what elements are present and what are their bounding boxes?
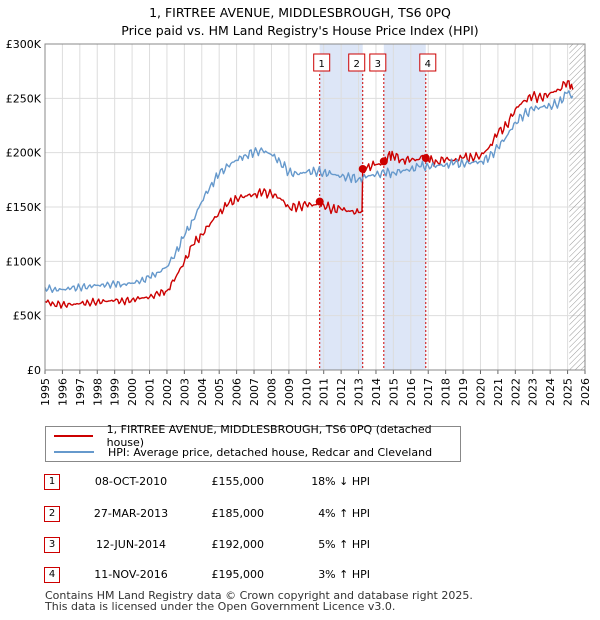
x-tick-label: 2023 (527, 378, 540, 406)
sale-row: 4 11-NOV-2016 £195,000 3% ↑ HPI (0, 567, 600, 587)
x-tick-label: 2014 (370, 378, 383, 406)
sale-hpi-diff: 3% ↑ HPI (318, 568, 370, 581)
y-tick-label: £100K (6, 255, 42, 268)
x-tick-label: 2013 (353, 378, 366, 406)
x-tick-label: 2002 (161, 378, 174, 406)
sale-number-label: 4 (425, 59, 431, 70)
x-tick-label: 1996 (56, 378, 69, 406)
x-tick-label: 2001 (144, 378, 157, 406)
x-tick-label: 2010 (300, 378, 313, 406)
footer-line-2: This data is licensed under the Open Gov… (45, 600, 396, 613)
x-tick-label: 2005 (213, 378, 226, 406)
x-tick-label: 2008 (265, 378, 278, 406)
plot-frame (44, 43, 586, 371)
y-tick-label: £300K (6, 38, 42, 51)
sale-point (358, 164, 367, 173)
sale-number-badge: 4 (44, 567, 60, 583)
title-line-1: 1, FIRTREE AVENUE, MIDDLESBROUGH, TS6 0P… (149, 5, 451, 20)
x-tick-label: 2022 (509, 378, 522, 406)
property-price-line (44, 80, 574, 309)
chart-title: 1, FIRTREE AVENUE, MIDDLESBROUGH, TS6 0P… (0, 4, 600, 40)
sale-row: 3 12-JUN-2014 £192,000 5% ↑ HPI (0, 537, 600, 557)
x-tick-label: 2007 (248, 378, 261, 406)
x-tick-label: 2011 (318, 378, 331, 406)
sale-date: 11-NOV-2016 (94, 568, 168, 581)
x-tick-label: 2003 (178, 378, 191, 406)
sale-number-badge: 2 (44, 506, 60, 522)
sale-number-box (313, 53, 331, 72)
x-tick-label: 2021 (492, 378, 505, 406)
sale-price: £195,000 (211, 568, 265, 581)
legend-blue-line (54, 451, 94, 453)
x-tick-label: 2019 (457, 378, 470, 406)
sale-hpi-diff: 18% ↓ HPI (311, 475, 370, 488)
sale-number-box (348, 53, 366, 72)
legend-entry-property: 1, FIRTREE AVENUE, MIDDLESBROUGH, TS6 0P… (54, 423, 460, 449)
sale-number-label: 2 (354, 59, 360, 70)
sale-price: £192,000 (211, 538, 265, 551)
x-tick-label: 1995 (39, 378, 52, 406)
legend: 1, FIRTREE AVENUE, MIDDLESBROUGH, TS6 0P… (45, 423, 461, 462)
x-tick-label: 2020 (474, 378, 487, 406)
legend-label-property: 1, FIRTREE AVENUE, MIDDLESBROUGH, TS6 0P… (106, 423, 432, 449)
x-tick-label: 2025 (562, 378, 575, 406)
hatched-region (569, 44, 585, 370)
x-tick-label: 2009 (283, 378, 296, 406)
x-tick-label: 2024 (544, 378, 557, 406)
y-tick-label: £50K (13, 310, 42, 323)
x-tick-label: 2006 (231, 378, 244, 406)
y-tick-label: £250K (6, 92, 42, 105)
sale-price: £185,000 (211, 507, 265, 520)
x-tick-label: 2004 (196, 378, 209, 406)
sale-date: 12-JUN-2014 (95, 538, 167, 551)
sale-row: 2 27-MAR-2013 £185,000 4% ↑ HPI (0, 506, 600, 526)
sale-number-label: 3 (375, 59, 381, 70)
x-tick-label: 2018 (440, 378, 453, 406)
x-tick-label: 1998 (91, 378, 104, 406)
legend-label-hpi: HPI: Average price, detached house, Redc… (108, 445, 433, 459)
sale-point (379, 157, 388, 166)
sale-point (421, 154, 430, 163)
sale-number-box (369, 53, 387, 72)
sale-number-badge: 1 (44, 474, 60, 490)
footer-line-1: Contains HM Land Registry data © Crown c… (45, 589, 473, 602)
sale-row: 1 08-OCT-2010 £155,000 18% ↓ HPI (0, 474, 600, 494)
sale-date: 27-MAR-2013 (93, 507, 169, 520)
x-tick-label: 1997 (74, 378, 87, 406)
x-tick-label: 2017 (422, 378, 435, 406)
legend-red-line (54, 435, 93, 437)
sale-price: £155,000 (211, 475, 265, 488)
x-tick-label: 2015 (387, 378, 400, 406)
sale-point (315, 197, 324, 206)
x-tick-label: 2000 (126, 378, 139, 406)
sale-hpi-diff: 5% ↑ HPI (318, 538, 370, 551)
y-tick-label: £150K (6, 201, 42, 214)
sale-hpi-diff: 4% ↑ HPI (318, 507, 370, 520)
x-tick-label: 2016 (405, 378, 418, 406)
footer-attribution: Contains HM Land Registry data © Crown c… (45, 590, 473, 612)
sale-number-label: 1 (319, 59, 325, 70)
sale-number-box (419, 53, 437, 72)
y-tick-label: £200K (6, 147, 42, 160)
sale-date: 08-OCT-2010 (94, 475, 168, 488)
x-tick-label: 2012 (335, 378, 348, 406)
x-tick-label: 2026 (579, 378, 592, 406)
title-line-2: Price paid vs. HM Land Registry's House … (121, 23, 479, 38)
sale-number-badge: 3 (44, 537, 60, 553)
x-tick-label: 1999 (109, 378, 122, 406)
legend-entry-hpi: HPI: Average price, detached house, Redc… (54, 444, 432, 460)
y-tick-label: £0 (27, 364, 41, 377)
price-chart: 1 2 3 4 1995 1996 1997 1998 1999 2000 2001 2002 200… (6, 38, 592, 406)
hpi-line (44, 90, 574, 293)
